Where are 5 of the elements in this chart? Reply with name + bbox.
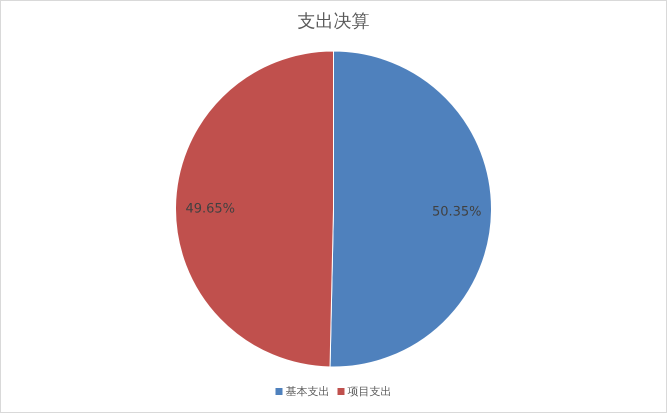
chart-title: 支出决算	[298, 11, 370, 32]
data-label: 49.65%	[185, 202, 236, 217]
legend-label: 项目支出	[348, 385, 392, 398]
data-label: 50.35%	[432, 204, 482, 220]
legend-label: 基本支出	[286, 385, 330, 398]
